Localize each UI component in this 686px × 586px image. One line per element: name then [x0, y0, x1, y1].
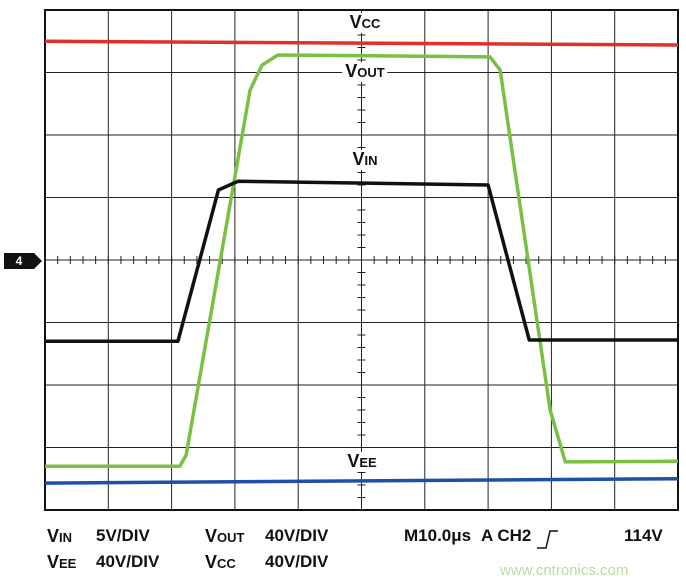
scale-setting: 40V/DIV: [265, 552, 329, 571]
scale-setting: 5V/DIV: [96, 526, 150, 545]
scale-channel: VIN: [47, 526, 73, 546]
ground-marker: 4: [16, 254, 23, 268]
scale-channel: VCC: [205, 552, 236, 572]
trace: [45, 179, 678, 343]
ground-marker-shape: [4, 253, 42, 269]
timebase: M10.0μs: [404, 526, 472, 545]
scale-setting: 40V/DIV: [265, 526, 329, 545]
trace-label: VOUT: [342, 62, 388, 82]
trace: [44, 477, 679, 485]
trace-label: VCC: [346, 13, 384, 33]
trace-label: VIN: [349, 150, 381, 170]
trace: [44, 39, 679, 47]
trace-label: VEE: [344, 452, 380, 472]
trigger-edge-icon: [537, 530, 558, 549]
scale-channel: VEE: [47, 552, 77, 572]
trace: [45, 53, 679, 468]
trigger-level: 114V: [624, 526, 663, 545]
trigger-source: A CH2: [481, 526, 532, 545]
scale-setting: 40V/DIV: [96, 552, 160, 571]
scale-channel: VOUT: [205, 526, 245, 546]
watermark: www.cntronics.com: [500, 562, 629, 579]
